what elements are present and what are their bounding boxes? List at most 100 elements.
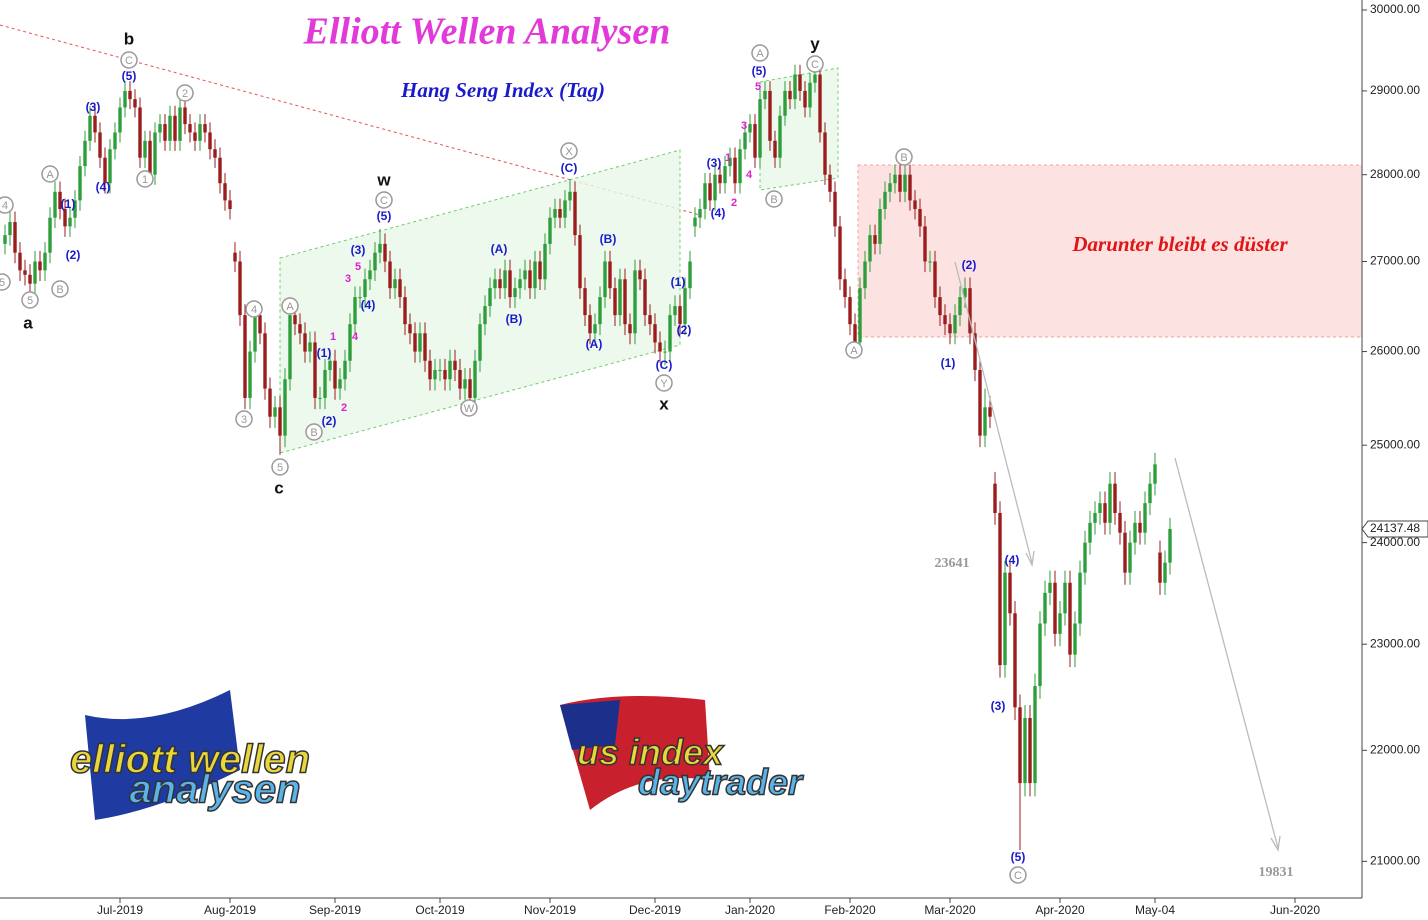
candle-body (123, 90, 127, 108)
trend-line (0, 24, 701, 216)
candle-body (713, 174, 717, 201)
candle-body (688, 261, 692, 289)
wave-label: (B) (506, 312, 523, 326)
logo-elliott: elliott wellen analysen (69, 690, 311, 820)
wave-circle (460, 399, 478, 417)
candle-body (833, 191, 837, 227)
candle-body (153, 132, 157, 175)
candle-body (323, 370, 327, 398)
wave-label: (4) (711, 206, 726, 220)
candle-body (608, 261, 612, 289)
candle-body (193, 132, 197, 141)
wave-circle (765, 190, 783, 208)
candle-body (888, 183, 892, 192)
candle-body (503, 270, 507, 289)
candle-body (993, 483, 997, 513)
candle-body (733, 157, 737, 184)
candle-body (1093, 512, 1097, 523)
wave-label: (4) (96, 180, 111, 194)
x-tick-label: Sep-2019 (309, 903, 361, 917)
candle-body (878, 209, 882, 244)
wave-label: b (124, 29, 134, 48)
wave-label: 4 (746, 169, 753, 181)
candle-body (3, 235, 7, 244)
candle-body (273, 407, 277, 417)
candle-body (958, 297, 962, 316)
candle-body (653, 324, 657, 343)
candle-body (258, 315, 262, 334)
wave-label: c (274, 478, 283, 497)
wave-label: 3 (241, 414, 247, 426)
candle-body (1073, 623, 1077, 655)
wave-circle (305, 423, 323, 441)
candle-body (418, 333, 422, 352)
wave-circle (895, 148, 913, 166)
wave-label: B (310, 427, 317, 439)
wave-label: C (380, 195, 388, 207)
candle-body (718, 174, 722, 184)
candle-body (983, 407, 987, 436)
wave-label: 1 (142, 174, 148, 186)
wave-circle (560, 142, 578, 160)
candle-body (903, 174, 907, 192)
wave-label: (2) (962, 258, 977, 272)
candle-body (203, 124, 207, 133)
wave-label: (1) (671, 275, 686, 289)
candle-body (1028, 717, 1032, 784)
candle-body (873, 235, 877, 244)
candle-body (413, 333, 417, 352)
x-tick-label: Aug-2019 (204, 903, 256, 917)
candle-body (538, 261, 542, 280)
wave-circle (51, 280, 69, 298)
candle-body (598, 297, 602, 325)
y-tick-label: 22000.00 (1370, 742, 1420, 756)
candle-body (548, 217, 552, 244)
candle-body (703, 183, 707, 210)
wave-label: (2) (66, 248, 81, 262)
candle-body (113, 132, 117, 150)
candle-body (808, 82, 812, 108)
wave-label: (A) (586, 337, 603, 351)
candle-body (923, 226, 927, 262)
wave-label: 5 (277, 462, 283, 474)
candle-body (853, 324, 857, 343)
candle-body (488, 288, 492, 307)
wave-label: (2) (677, 323, 692, 337)
candle-body (1013, 613, 1017, 708)
candle-body (23, 270, 27, 275)
candle-body (143, 140, 147, 158)
wave-label: (1) (317, 346, 332, 360)
wave-circle (0, 196, 14, 214)
candle-body (1133, 522, 1137, 543)
candle-body (13, 222, 17, 253)
candle-body (288, 315, 292, 380)
candle-body (8, 222, 12, 236)
candle-body (728, 157, 732, 167)
candle-body (1083, 542, 1087, 573)
wave-label: 2 (341, 402, 347, 414)
candle-body (528, 270, 532, 289)
wave-circle (235, 410, 253, 428)
wave-circle (281, 297, 299, 315)
wave-label: A (46, 169, 54, 181)
wave-circle (120, 51, 138, 69)
candle-body (403, 297, 407, 325)
candle-body (268, 388, 272, 417)
candle-body (988, 407, 992, 417)
wave-circle (176, 84, 194, 102)
candle-body (948, 324, 952, 334)
y-tick-label: 30000.00 (1370, 2, 1420, 16)
candle-body (573, 191, 577, 236)
x-tick-label: Mar-2020 (924, 903, 976, 917)
candle-body (223, 183, 227, 201)
chart-subtitle: Hang Seng Index (Tag) (400, 78, 605, 102)
candle-body (838, 226, 842, 280)
y-tick-label: 27000.00 (1370, 254, 1420, 268)
candle-body (18, 252, 22, 271)
price-tag-label: 24137.48 (1370, 521, 1420, 535)
candle-body (858, 288, 862, 343)
wave-circle (136, 170, 154, 188)
candle-body (58, 191, 62, 210)
y-tick-label: 29000.00 (1370, 83, 1420, 97)
